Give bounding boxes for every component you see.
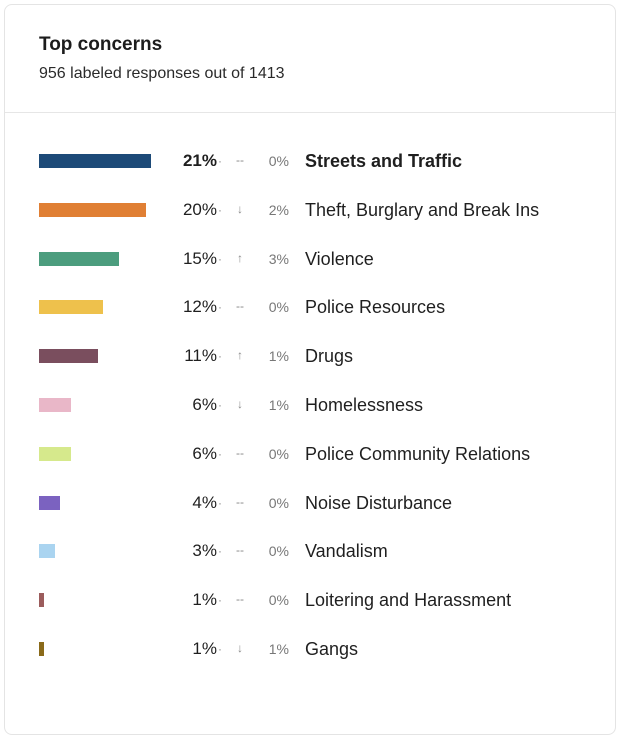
separator-dot: · [218, 349, 222, 364]
concern-bar [39, 251, 119, 266]
arrow-up-icon: ↑ [237, 348, 243, 363]
concern-row: 4% · -- 0% Noise Disturbance [5, 491, 615, 540]
concern-row: 1% · ↓ 1% Gangs [5, 637, 615, 686]
concern-change: 0% [268, 299, 289, 316]
concern-percent: 1% [192, 638, 217, 658]
concern-percent: 11% [184, 346, 217, 366]
concern-row: 15% · ↑ 3% Violence [5, 247, 615, 296]
concern-label: Theft, Burglary and Break Ins [305, 199, 540, 220]
concern-change: 0% [268, 592, 289, 609]
separator-dot: · [218, 593, 222, 608]
concerns-bar-chart: 21% · -- 0% Streets and Traffic 20% · ↓ 2% Theft,… [5, 149, 615, 686]
concern-label: Police Resources [305, 297, 446, 318]
concern-percent: 6% [192, 394, 217, 414]
concern-label: Noise Disturbance [305, 492, 453, 513]
card-subtitle: 956 labeled responses out of 1413 [39, 65, 285, 82]
concern-bar [39, 300, 103, 315]
concern-change: 1% [268, 396, 289, 413]
arrow-down-icon: ↓ [237, 396, 243, 411]
card-header: Top concerns 956 labeled responses out o… [5, 5, 615, 113]
separator-dot: · [218, 495, 222, 510]
separator-dot: · [218, 300, 222, 315]
concern-percent: 4% [192, 492, 217, 512]
concern-row: 11% · ↑ 1% Drugs [5, 344, 615, 393]
concern-change: 1% [268, 348, 289, 365]
concern-row: 6% · -- 0% Police Community Relations [5, 442, 615, 491]
concern-row: 1% · -- 0% Loitering and Harassment [5, 588, 615, 637]
no-change-icon: -- [236, 153, 244, 167]
separator-dot: · [218, 154, 222, 168]
separator-dot: · [218, 641, 222, 656]
concern-row: 12% · -- 0% Police Resources [5, 295, 615, 344]
concern-row: 3% · -- 0% Vandalism [5, 539, 615, 588]
concern-bar [39, 495, 60, 510]
arrow-down-icon: ↓ [237, 201, 243, 216]
concern-percent: 1% [192, 590, 217, 610]
concern-bar [39, 641, 44, 656]
concern-percent: 3% [192, 541, 217, 561]
concern-percent: 15% [182, 248, 217, 268]
concern-change: 0% [268, 543, 289, 560]
no-change-icon: -- [236, 543, 244, 558]
top-concerns-card: Top concerns 956 labeled responses out o… [4, 4, 616, 735]
arrow-down-icon: ↓ [237, 640, 243, 655]
concern-bar [39, 446, 71, 461]
separator-dot: · [218, 544, 222, 559]
card-title: Top concerns [39, 34, 163, 55]
separator-dot: · [218, 251, 222, 266]
concern-row: 21% · -- 0% Streets and Traffic [5, 149, 615, 198]
concern-label: Loitering and Harassment [305, 590, 512, 611]
arrow-up-icon: ↑ [237, 250, 243, 265]
concern-label: Drugs [305, 346, 354, 367]
separator-dot: · [218, 202, 222, 217]
concern-change: 0% [268, 445, 289, 462]
no-change-icon: -- [236, 299, 244, 314]
concern-label: Gangs [305, 638, 359, 659]
concern-change: 0% [268, 494, 289, 511]
concern-percent: 20% [182, 199, 217, 219]
concern-row: 20% · ↓ 2% Theft, Burglary and Break Ins [5, 198, 615, 247]
concern-percent: 12% [182, 297, 217, 317]
concern-label: Streets and Traffic [305, 151, 463, 171]
separator-dot: · [218, 397, 222, 412]
concern-row: 6% · ↓ 1% Homelessness [5, 393, 615, 442]
concern-label: Violence [305, 248, 374, 269]
concern-percent: 6% [192, 443, 217, 463]
concern-change: 0% [268, 153, 289, 169]
concern-label: Vandalism [305, 541, 388, 562]
concern-change: 2% [268, 201, 289, 218]
concern-label: Police Community Relations [305, 443, 531, 464]
no-change-icon: -- [236, 592, 244, 607]
concern-bar [39, 154, 151, 168]
no-change-icon: -- [236, 445, 244, 460]
concern-bar [39, 593, 44, 608]
concern-change: 1% [268, 640, 289, 657]
concern-bar [39, 397, 71, 412]
no-change-icon: -- [236, 494, 244, 509]
concern-bar [39, 202, 146, 217]
concern-bar [39, 544, 55, 559]
concern-change: 3% [268, 250, 289, 267]
concern-label: Homelessness [305, 394, 424, 415]
separator-dot: · [218, 446, 222, 461]
concern-percent: 21% [182, 151, 217, 170]
concern-bar [39, 349, 98, 364]
